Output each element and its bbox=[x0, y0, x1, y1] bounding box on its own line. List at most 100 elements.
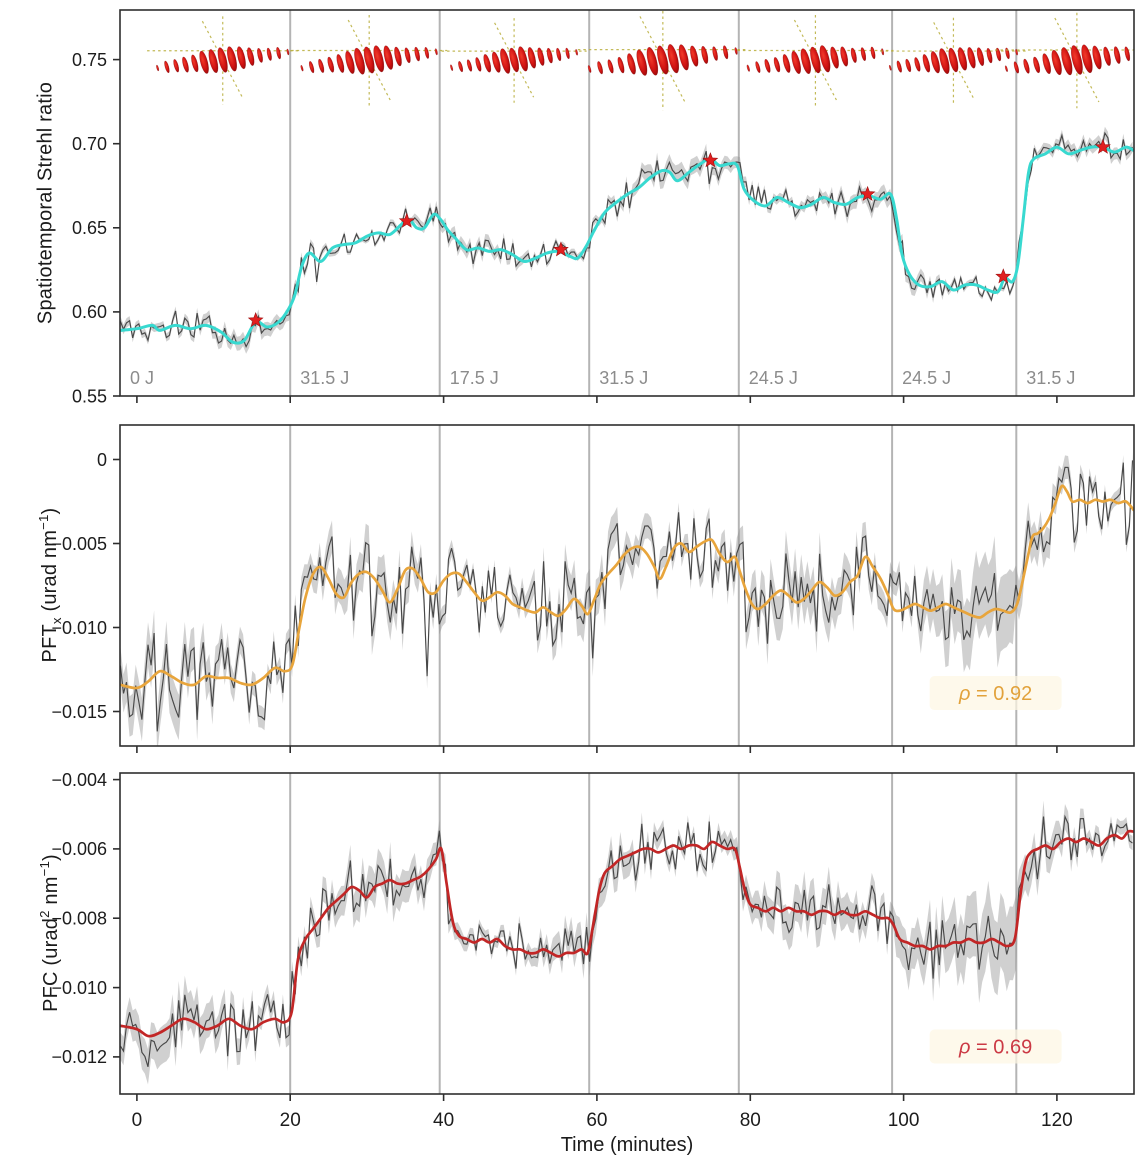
inset-ellipse bbox=[308, 61, 315, 74]
annotation-background bbox=[929, 676, 1062, 711]
inset-ellipse bbox=[764, 58, 771, 73]
inset-ellipse bbox=[967, 47, 976, 69]
inset-ellipse bbox=[1061, 47, 1073, 76]
inset-ellipse bbox=[327, 56, 335, 73]
inset-ellipse bbox=[483, 54, 492, 73]
star-marker bbox=[995, 268, 1012, 284]
inset-ellipse bbox=[424, 46, 430, 59]
inset-ellipse bbox=[518, 46, 528, 72]
inset-ellipse bbox=[318, 58, 325, 73]
inset-ellipse bbox=[276, 46, 282, 60]
x-axis-title: Time (minutes) bbox=[560, 1134, 694, 1156]
y-tick-label: 0 bbox=[97, 450, 107, 470]
inset-ellipse bbox=[627, 53, 636, 75]
panel-border bbox=[119, 9, 1135, 397]
inset-ellipse bbox=[300, 65, 304, 72]
inset-ellipse bbox=[247, 47, 255, 66]
inset-ellipse bbox=[870, 46, 876, 60]
star-marker bbox=[247, 311, 264, 328]
inset-ellipse bbox=[896, 60, 902, 73]
y-tick-label: −0.005 bbox=[51, 534, 107, 554]
x-tick-label: 0 bbox=[132, 1110, 143, 1131]
inset-ellipse bbox=[354, 47, 366, 75]
plot-panel-pft: ρ = 0.92 0 −0.005 −0.010 −0.015 bbox=[51, 424, 1135, 753]
star-marker bbox=[859, 185, 876, 201]
panel-border bbox=[119, 424, 1135, 747]
inset-ellipse bbox=[466, 59, 473, 72]
inset-ellipse bbox=[156, 64, 160, 72]
inset-ellipse bbox=[500, 48, 511, 74]
inset-ellipse bbox=[565, 47, 570, 60]
inset-ellipse bbox=[701, 45, 709, 64]
inset-axis-line bbox=[1054, 17, 1100, 103]
inset-ellipse bbox=[1005, 47, 1010, 60]
smoothed-line bbox=[120, 829, 1134, 1038]
inset-ellipse bbox=[810, 46, 821, 74]
segment-energy-label: 31.5 J bbox=[300, 368, 349, 388]
y-tick-label: 0.70 bbox=[72, 134, 107, 154]
inset-ellipse bbox=[976, 47, 985, 67]
y-axis-title-part: PFT bbox=[38, 624, 61, 663]
inset-ellipse bbox=[597, 61, 603, 75]
pulse-shape-inset bbox=[441, 18, 587, 103]
y-axis-title-pfc: PFC (urad2 nm−1) bbox=[37, 854, 63, 1012]
uncertainty-band bbox=[120, 452, 1133, 746]
inset-ellipse bbox=[922, 54, 931, 73]
y-axis-title-part: PFC (urad bbox=[39, 917, 62, 1012]
annotation-background bbox=[929, 1029, 1062, 1064]
star-marker bbox=[398, 212, 415, 228]
x-tick-label: 20 bbox=[280, 1110, 301, 1131]
segment-energy-label: 31.5 J bbox=[1026, 368, 1075, 388]
correlation-annotation: ρ = 0.92 bbox=[958, 683, 1032, 705]
inset-ellipse bbox=[1013, 61, 1020, 74]
inset-ellipse bbox=[1033, 56, 1041, 74]
inset-ellipse bbox=[1134, 46, 1141, 60]
inset-ellipse bbox=[840, 46, 849, 67]
inset-ellipse bbox=[363, 46, 375, 74]
smoothed-line bbox=[120, 145, 1134, 345]
segment-energy-label: 31.5 J bbox=[599, 368, 648, 388]
x-tick-label: 60 bbox=[586, 1110, 607, 1131]
star-marker bbox=[702, 152, 719, 168]
y-axis-title-part: Spatiotemporal Strehl ratio bbox=[34, 81, 57, 325]
inset-ellipse bbox=[217, 47, 228, 73]
inset-ellipse bbox=[345, 50, 355, 74]
inset-ellipse bbox=[905, 58, 912, 73]
y-tick-label: 0.65 bbox=[72, 218, 107, 238]
y-axis-title-strehl: Spatiotemporal Strehl ratio bbox=[35, 82, 58, 324]
pulse-shape-inset bbox=[737, 15, 894, 106]
inset-ellipse bbox=[800, 48, 811, 74]
inset-ellipse bbox=[782, 54, 791, 73]
y-tick-label: −0.015 bbox=[51, 702, 107, 722]
panel-border bbox=[119, 772, 1135, 1095]
inset-ellipse bbox=[173, 59, 180, 73]
y-axis-title-part: −1 bbox=[36, 514, 52, 530]
inset-ellipse bbox=[164, 60, 170, 74]
inset-ellipse bbox=[646, 47, 659, 76]
inset-ellipse bbox=[1042, 53, 1051, 75]
y-tick-label: −0.010 bbox=[51, 978, 107, 998]
inset-ellipse bbox=[746, 64, 750, 72]
inset-ellipse bbox=[850, 47, 857, 63]
inset-ellipse bbox=[722, 45, 729, 60]
segment-energy-label: 24.5 J bbox=[749, 368, 798, 388]
inset-ellipse bbox=[575, 49, 578, 56]
inset-ellipse bbox=[1015, 49, 1018, 56]
noisy-trace bbox=[120, 460, 1134, 732]
inset-ellipse bbox=[336, 54, 345, 73]
x-tick-label: 80 bbox=[740, 1110, 761, 1131]
inset-ellipse bbox=[509, 47, 520, 73]
inset-ellipse bbox=[414, 46, 420, 62]
inset-ellipse bbox=[1004, 65, 1008, 72]
star-marker bbox=[1095, 138, 1111, 154]
inset-ellipse bbox=[556, 47, 562, 62]
plot-panel-pfc: ρ = 0.69 −0.004 −0.006 −0.008 −0.010 −0.012 0 2… bbox=[51, 770, 1135, 1131]
y-tick-label: 0.60 bbox=[72, 302, 107, 322]
y-tick-label: 0.55 bbox=[72, 386, 107, 406]
y-axis-title-part: ) bbox=[38, 507, 61, 515]
inset-ellipse bbox=[830, 46, 839, 69]
uncertainty-band bbox=[120, 126, 1133, 354]
correlation-annotation: ρ = 0.69 bbox=[958, 1037, 1032, 1059]
